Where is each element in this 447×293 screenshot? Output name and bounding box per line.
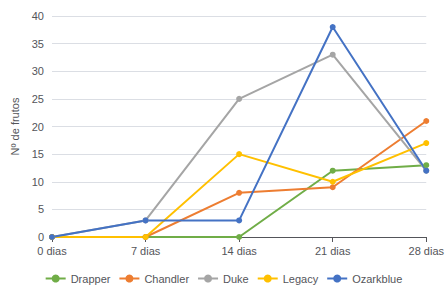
svg-text:Legacy: Legacy: [283, 273, 319, 285]
svg-text:40: 40: [32, 10, 44, 22]
svg-text:10: 10: [32, 176, 44, 188]
svg-text:30: 30: [32, 65, 44, 77]
svg-text:28 dias: 28 dias: [409, 245, 445, 257]
svg-text:Ozarkblue: Ozarkblue: [352, 273, 402, 285]
svg-text:35: 35: [32, 38, 44, 50]
svg-text:Drapper: Drapper: [71, 273, 111, 285]
svg-text:Nº de frutos: Nº de frutos: [9, 97, 21, 155]
svg-text:0 dias: 0 dias: [37, 245, 67, 257]
svg-text:15: 15: [32, 148, 44, 160]
svg-text:Duke: Duke: [223, 273, 249, 285]
svg-text:Chandler: Chandler: [144, 273, 189, 285]
svg-text:20: 20: [32, 121, 44, 133]
svg-text:25: 25: [32, 93, 44, 105]
svg-text:21 dias: 21 dias: [315, 245, 351, 257]
svg-text:5: 5: [38, 203, 44, 215]
svg-text:7 dias: 7 dias: [131, 245, 161, 257]
svg-text:0: 0: [38, 231, 44, 243]
svg-text:14 dias: 14 dias: [221, 245, 257, 257]
